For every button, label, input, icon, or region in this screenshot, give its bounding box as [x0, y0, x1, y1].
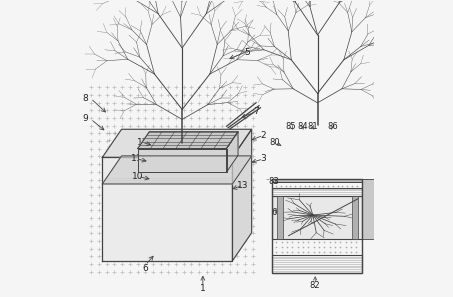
Text: 1: 1 [200, 285, 206, 293]
Polygon shape [138, 132, 238, 148]
Text: 12: 12 [136, 138, 148, 147]
Text: 7: 7 [253, 107, 259, 116]
Bar [272, 179, 362, 273]
Text: 13: 13 [237, 181, 249, 190]
Text: 82: 82 [310, 282, 320, 290]
Text: 6: 6 [142, 264, 148, 273]
Text: 84: 84 [297, 122, 308, 131]
Text: 6: 6 [271, 208, 276, 217]
Text: 86: 86 [327, 122, 337, 131]
Text: 5: 5 [244, 48, 250, 57]
Bar [352, 196, 358, 239]
Bar [272, 188, 362, 196]
Bar [277, 196, 283, 239]
Polygon shape [138, 148, 226, 172]
Text: 80: 80 [270, 138, 280, 147]
Bar [362, 179, 376, 239]
Polygon shape [232, 129, 251, 261]
Text: 8: 8 [82, 94, 88, 103]
Polygon shape [102, 129, 251, 157]
Bar [272, 179, 362, 182]
Text: 9: 9 [82, 114, 88, 124]
Bar [272, 239, 362, 255]
Bar [272, 196, 362, 239]
Text: 10: 10 [132, 172, 144, 181]
Polygon shape [102, 157, 232, 261]
Text: 3: 3 [260, 154, 266, 163]
Bar [272, 255, 362, 273]
Bar [272, 182, 362, 188]
Polygon shape [226, 132, 238, 172]
Polygon shape [102, 156, 251, 184]
Text: 2: 2 [260, 131, 266, 140]
Text: 81: 81 [307, 122, 318, 131]
Text: 85: 85 [286, 122, 296, 131]
Text: 11: 11 [130, 154, 142, 163]
Text: 83: 83 [269, 176, 279, 186]
